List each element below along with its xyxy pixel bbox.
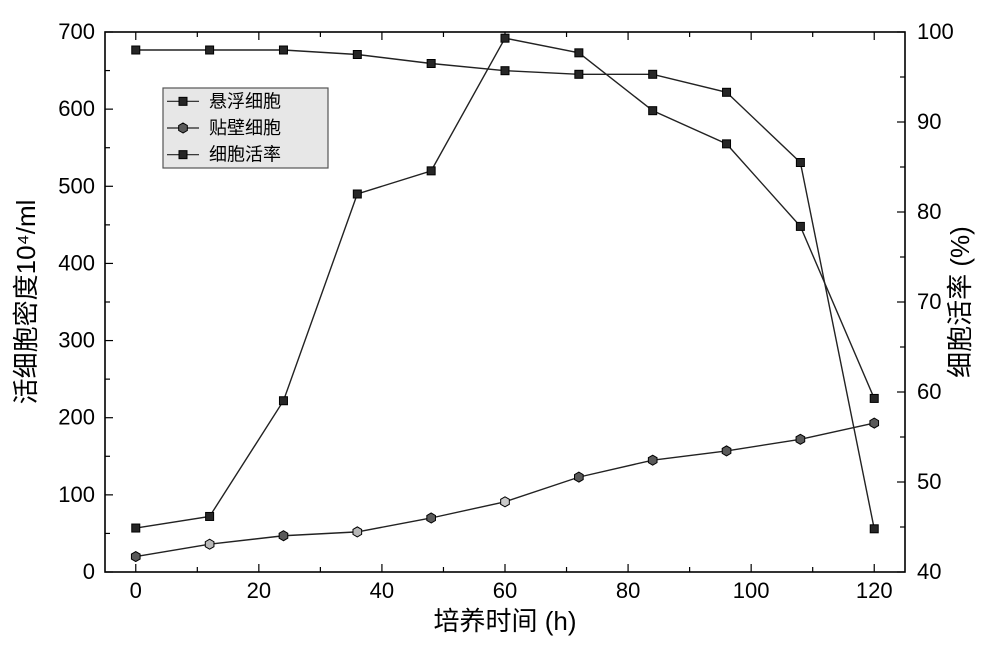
y-right-tick-label: 50 [917, 469, 941, 494]
y-left-tick-label: 700 [58, 19, 95, 44]
x-tick-label: 60 [493, 578, 517, 603]
x-tick-label: 20 [247, 578, 271, 603]
x-tick-label: 120 [856, 578, 893, 603]
y-left-tick-label: 100 [58, 482, 95, 507]
legend-label: 贴壁细胞 [209, 118, 281, 138]
y-left-tick-label: 600 [58, 96, 95, 121]
legend: 悬浮细胞贴壁细胞细胞活率 [163, 88, 328, 168]
x-tick-label: 0 [130, 578, 142, 603]
y-right-axis-title: 细胞活率 (%) [945, 226, 975, 378]
legend-label: 细胞活率 [209, 145, 281, 165]
y-right-tick-label: 40 [917, 559, 941, 584]
y-left-tick-label: 300 [58, 328, 95, 353]
cell-growth-chart: 0 20 40 60 80 100 120 培养时间 (h) 0 100 200 300 400 500 6… [0, 0, 1000, 664]
y-left-tick-label: 400 [58, 250, 95, 275]
y-left-tick-label: 0 [83, 559, 95, 584]
x-axis-title: 培养时间 (h) [433, 606, 576, 636]
y-right-tick-label: 70 [917, 289, 941, 314]
legend-label: 悬浮细胞 [209, 91, 281, 111]
x-tick-label: 40 [370, 578, 394, 603]
y-left-tick-label: 500 [58, 173, 95, 198]
y-left-tick-label: 200 [58, 405, 95, 430]
y-left-axis-title: 活细胞密度10⁴/ml [11, 200, 41, 405]
x-tick-label: 80 [616, 578, 640, 603]
y-right-tick-label: 100 [917, 19, 954, 44]
y-right-tick-label: 90 [917, 109, 941, 134]
x-tick-label: 100 [733, 578, 770, 603]
y-right-tick-label: 60 [917, 379, 941, 404]
y-right-tick-label: 80 [917, 199, 941, 224]
